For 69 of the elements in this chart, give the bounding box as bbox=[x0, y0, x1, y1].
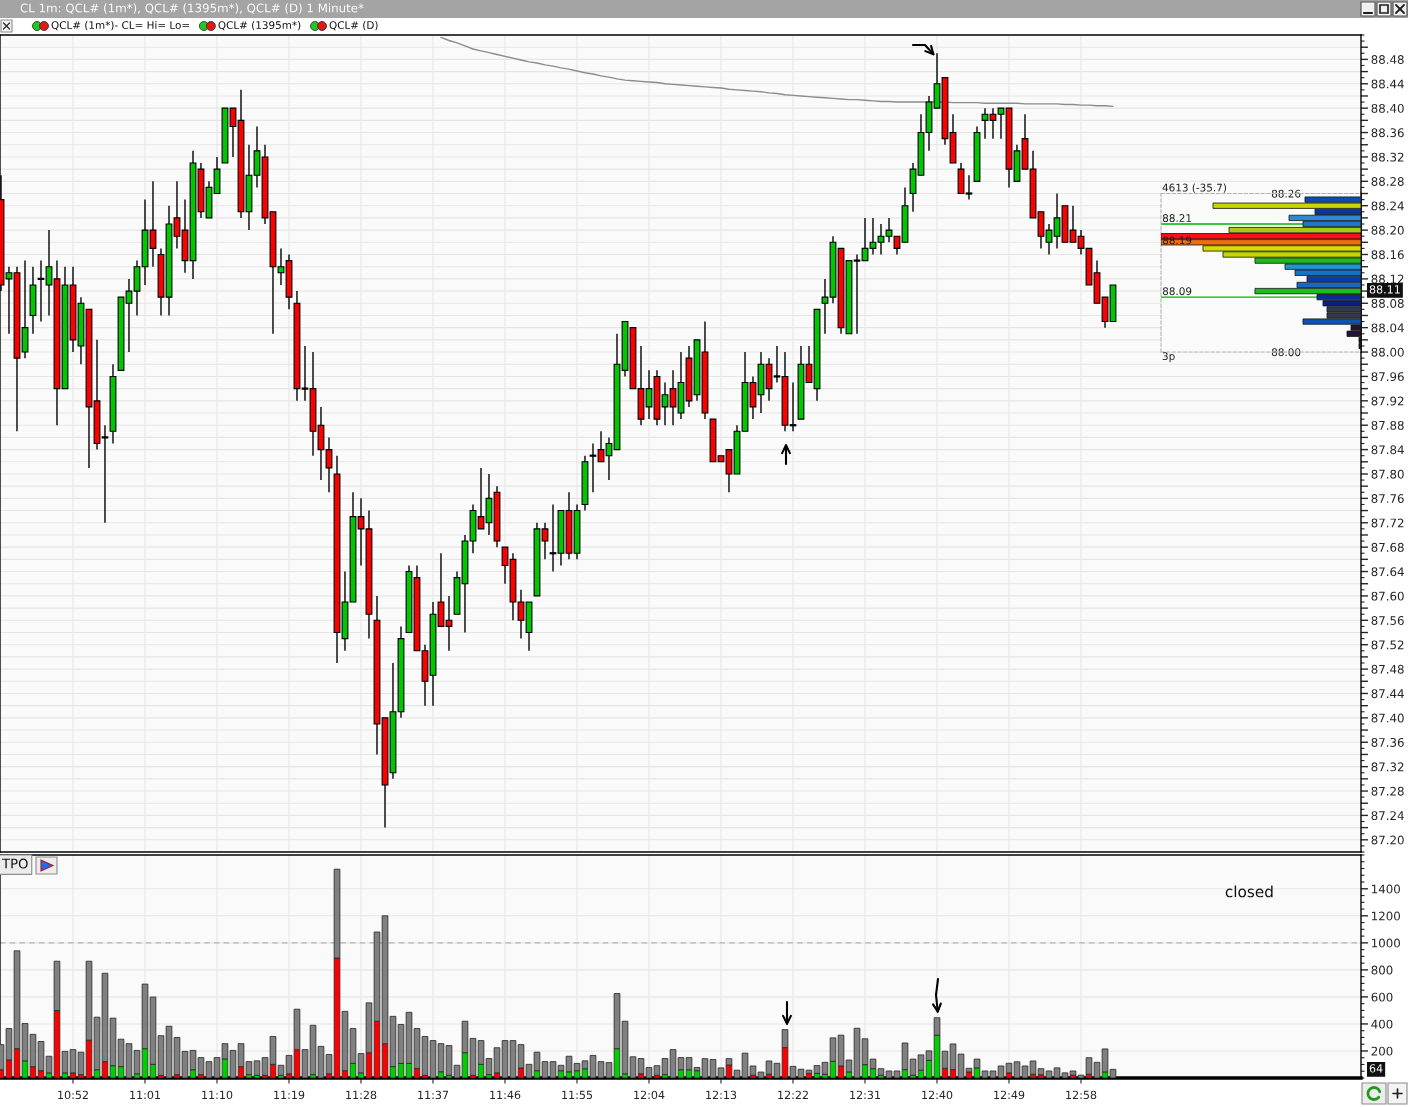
y-tick-label: 88.12 bbox=[1371, 274, 1404, 284]
y-tick-label: 88.08 bbox=[1371, 298, 1404, 308]
y-tick-label: 88.20 bbox=[1371, 225, 1404, 235]
y-tick-label: 87.44 bbox=[1371, 689, 1404, 699]
x-tick-label: 11:28 bbox=[346, 1090, 377, 1100]
y-tick-label: 87.20 bbox=[1371, 835, 1404, 845]
annotation: 3p bbox=[1162, 352, 1175, 363]
x-tick-label: 10:52 bbox=[58, 1090, 88, 1100]
x-tick-label: 12:22 bbox=[778, 1090, 808, 1099]
y-tick-label: 800 bbox=[1371, 965, 1393, 975]
x-tick-label: 11:10 bbox=[202, 1090, 233, 1100]
y-tick-label: 87.84 bbox=[1371, 445, 1404, 455]
y-tick-label: 200 bbox=[1371, 1046, 1393, 1056]
y-tick-label: 87.92 bbox=[1371, 396, 1404, 406]
y-tick-label: 87.80 bbox=[1371, 469, 1404, 479]
line-series bbox=[440, 36, 1114, 108]
y-tick-label: 87.64 bbox=[1371, 567, 1404, 577]
x-tick-label: 11:55 bbox=[562, 1090, 593, 1100]
y-tick-label: 87.28 bbox=[1371, 786, 1404, 796]
x-tick-label: 11:19 bbox=[274, 1090, 305, 1100]
y-tick-label: 88.44 bbox=[1371, 79, 1404, 89]
text: QCL# (D) bbox=[329, 20, 378, 31]
x-tick-label: 11:01 bbox=[130, 1090, 160, 1100]
y-tick-label: 88.40 bbox=[1371, 103, 1404, 113]
x-tick-label: 12:13 bbox=[706, 1090, 737, 1100]
x-tick-label: 12:58 bbox=[1066, 1090, 1097, 1100]
y-tick-label: 87.96 bbox=[1371, 372, 1404, 382]
x-tick-label: 12:40 bbox=[922, 1090, 953, 1100]
x-tick-label: 12:31 bbox=[850, 1090, 880, 1100]
annotation: closed bbox=[1225, 885, 1273, 898]
chart-title: CL 1m: QCL# (1m*), QCL# (1395m*), QCL# (D) 1 Minute* bbox=[20, 3, 364, 14]
y-tick-label: 87.32 bbox=[1371, 762, 1404, 772]
y-tick-label: 88.48 bbox=[1371, 55, 1404, 65]
y-tick-label: 1000 bbox=[1372, 938, 1400, 948]
ref-line-label: 88.21 bbox=[1162, 214, 1192, 222]
x-tick-label: 12:49 bbox=[994, 1090, 1025, 1100]
y-tick-label: 88.04 bbox=[1371, 323, 1404, 333]
annotation: 4613 (-35.7) bbox=[1162, 183, 1227, 193]
y-tick-label: 87.56 bbox=[1371, 616, 1404, 625]
text: QCL# (1395m*) bbox=[218, 20, 301, 31]
y-tick-label: 600 bbox=[1371, 992, 1393, 1002]
text: 64 bbox=[1369, 1064, 1383, 1073]
x-tick-label: 11:46 bbox=[490, 1090, 521, 1100]
text: 88.11 bbox=[1369, 285, 1400, 294]
y-tick-label: 87.40 bbox=[1371, 713, 1404, 723]
y-tick-label: 88.28 bbox=[1371, 177, 1404, 186]
y-tick-label: 87.36 bbox=[1371, 737, 1404, 747]
y-tick-label: 1200 bbox=[1372, 911, 1400, 921]
y-tick-label: 87.88 bbox=[1371, 420, 1404, 430]
y-tick-label: 87.24 bbox=[1371, 811, 1404, 821]
y-tick-label: 88.32 bbox=[1371, 152, 1404, 162]
y-tick-label: 87.60 bbox=[1371, 591, 1404, 601]
y-tick-label: 87.52 bbox=[1371, 640, 1404, 650]
y-tick-label: 88.24 bbox=[1371, 201, 1404, 211]
x-tick-label: 12:04 bbox=[634, 1090, 665, 1100]
y-tick-label: 1400 bbox=[1372, 884, 1400, 894]
y-tick-label: 88.00 bbox=[1271, 348, 1301, 357]
y-tick-label: 87.76 bbox=[1371, 494, 1404, 504]
y-tick-label: 88.16 bbox=[1371, 250, 1404, 260]
y-tick-label: 87.72 bbox=[1371, 518, 1404, 528]
text: QCL# (1m*)- CL= Hi= Lo= bbox=[51, 20, 189, 31]
x-tick-label: 11:37 bbox=[418, 1090, 449, 1100]
y-tick-label: 88.36 bbox=[1371, 128, 1404, 138]
y-tick-label: 400 bbox=[1371, 1019, 1393, 1029]
y-tick-label: 87.68 bbox=[1371, 542, 1404, 552]
y-tick-label: 87.48 bbox=[1371, 664, 1404, 674]
annotation: TPO bbox=[2, 858, 28, 869]
ref-line-label: 88.09 bbox=[1162, 287, 1192, 296]
y-tick-label: 88.00 bbox=[1371, 347, 1404, 357]
